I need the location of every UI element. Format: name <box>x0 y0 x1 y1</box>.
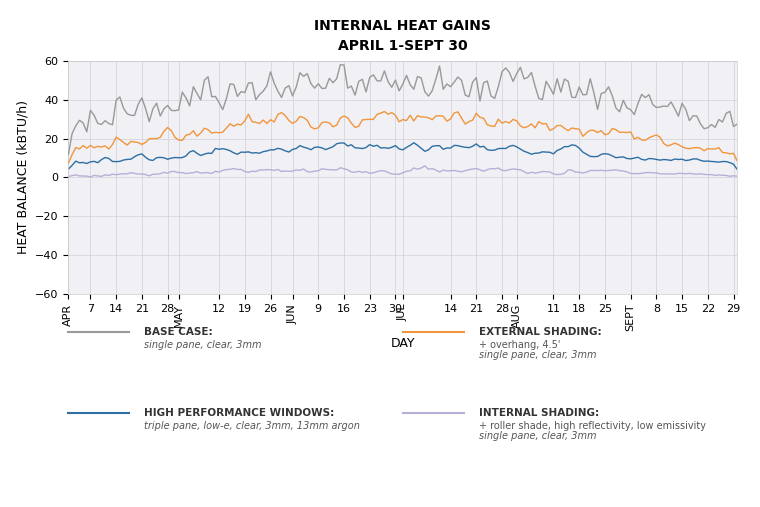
Text: EXTERNAL SHADING:: EXTERNAL SHADING: <box>479 327 601 337</box>
Text: single pane, clear, 3mm: single pane, clear, 3mm <box>144 340 262 350</box>
Text: + roller shade, high reflectivity, low emissivity: + roller shade, high reflectivity, low e… <box>479 421 706 431</box>
Text: single pane, clear, 3mm: single pane, clear, 3mm <box>479 350 597 360</box>
Title: INTERNAL HEAT GAINS
APRIL 1-SEPT 30: INTERNAL HEAT GAINS APRIL 1-SEPT 30 <box>315 19 491 53</box>
Text: BASE CASE:: BASE CASE: <box>144 327 213 337</box>
Text: INTERNAL SHADING:: INTERNAL SHADING: <box>479 408 599 418</box>
X-axis label: DAY: DAY <box>391 337 415 350</box>
Text: HIGH PERFORMANCE WINDOWS:: HIGH PERFORMANCE WINDOWS: <box>144 408 334 418</box>
Text: single pane, clear, 3mm: single pane, clear, 3mm <box>479 431 597 441</box>
Y-axis label: HEAT BALANCE (kBTU/h): HEAT BALANCE (kBTU/h) <box>17 100 30 255</box>
Text: triple pane, low-e, clear, 3mm, 13mm argon: triple pane, low-e, clear, 3mm, 13mm arg… <box>144 421 360 431</box>
Text: + overhang, 4.5': + overhang, 4.5' <box>479 340 560 350</box>
